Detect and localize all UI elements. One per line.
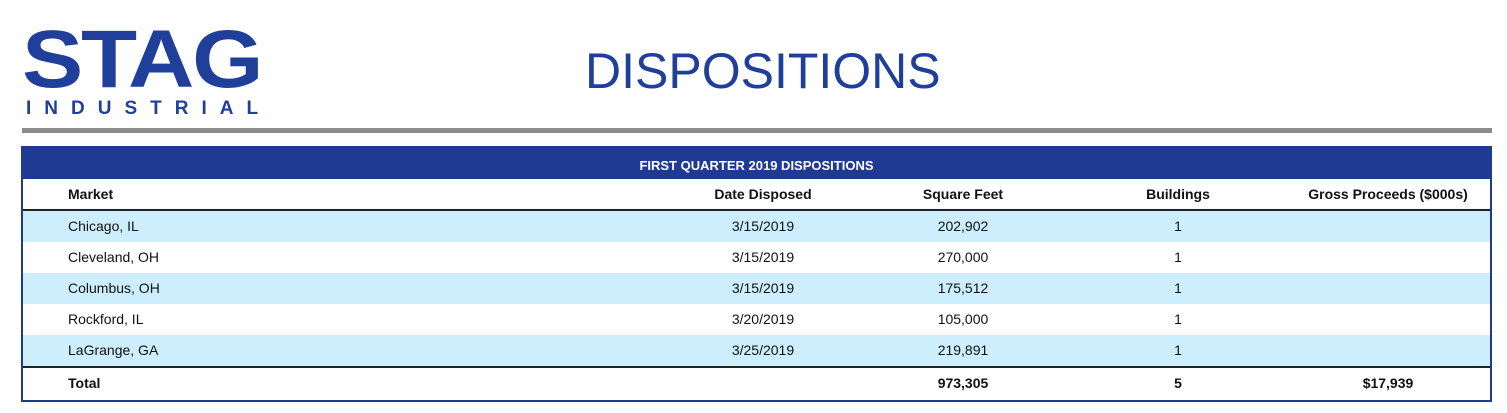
table-row: Cleveland, OH 3/15/2019 270,000 1 [23,242,1490,273]
cell-buildings: 1 [1174,280,1182,296]
dispositions-table: FIRST QUARTER 2019 DISPOSITIONS Market D… [21,146,1492,402]
cell-date: 3/15/2019 [731,249,795,265]
column-header-buildings: Buildings [1146,186,1210,202]
stag-industrial-logo: STAG INDUSTRIAL [22,19,264,120]
cell-date: 3/15/2019 [731,280,795,296]
column-header-date: Date Disposed [714,186,812,202]
table-title: FIRST QUARTER 2019 DISPOSITIONS [23,148,1490,179]
table-total-row: Total 973,305 5 $17,939 [23,366,1490,399]
column-header-sqft: Square Feet [922,186,1004,202]
total-label: Total [68,375,101,391]
cell-date: 3/15/2019 [731,218,795,234]
cell-sqft: 270,000 [937,249,989,265]
cell-sqft: 105,000 [937,311,989,327]
column-header-gross: Gross Proceeds ($000s) [1308,186,1468,202]
cell-sqft: 175,512 [937,280,989,296]
page-title: DISPOSITIONS [585,43,941,99]
cell-market: Cleveland, OH [68,249,160,265]
cell-date: 3/25/2019 [731,342,795,358]
cell-sqft: 219,891 [937,342,989,358]
cell-buildings: 1 [1174,311,1182,327]
total-sqft: 973,305 [937,375,989,391]
divider [22,128,1492,133]
logo-wordmark: STAG [22,14,264,105]
cell-market: Columbus, OH [68,280,160,296]
total-buildings: 5 [1174,375,1182,391]
cell-buildings: 1 [1174,342,1182,358]
table-row: LaGrange, GA 3/25/2019 219,891 1 [23,335,1490,366]
logo-subtitle: INDUSTRIAL [26,98,272,119]
cell-market: LaGrange, GA [68,342,159,358]
cell-market: Rockford, IL [68,311,144,327]
column-header-market: Market [68,186,114,202]
table-row: Chicago, IL 3/15/2019 202,902 1 [23,211,1490,242]
cell-sqft: 202,902 [937,218,989,234]
total-gross: $17,939 [1362,375,1414,391]
table-header-row: Market Date Disposed Square Feet Buildin… [23,179,1490,211]
table-row: Rockford, IL 3/20/2019 105,000 1 [23,304,1490,335]
cell-buildings: 1 [1174,218,1182,234]
cell-buildings: 1 [1174,249,1182,265]
cell-date: 3/20/2019 [731,311,795,327]
cell-market: Chicago, IL [68,218,139,234]
table-row: Columbus, OH 3/15/2019 175,512 1 [23,273,1490,304]
